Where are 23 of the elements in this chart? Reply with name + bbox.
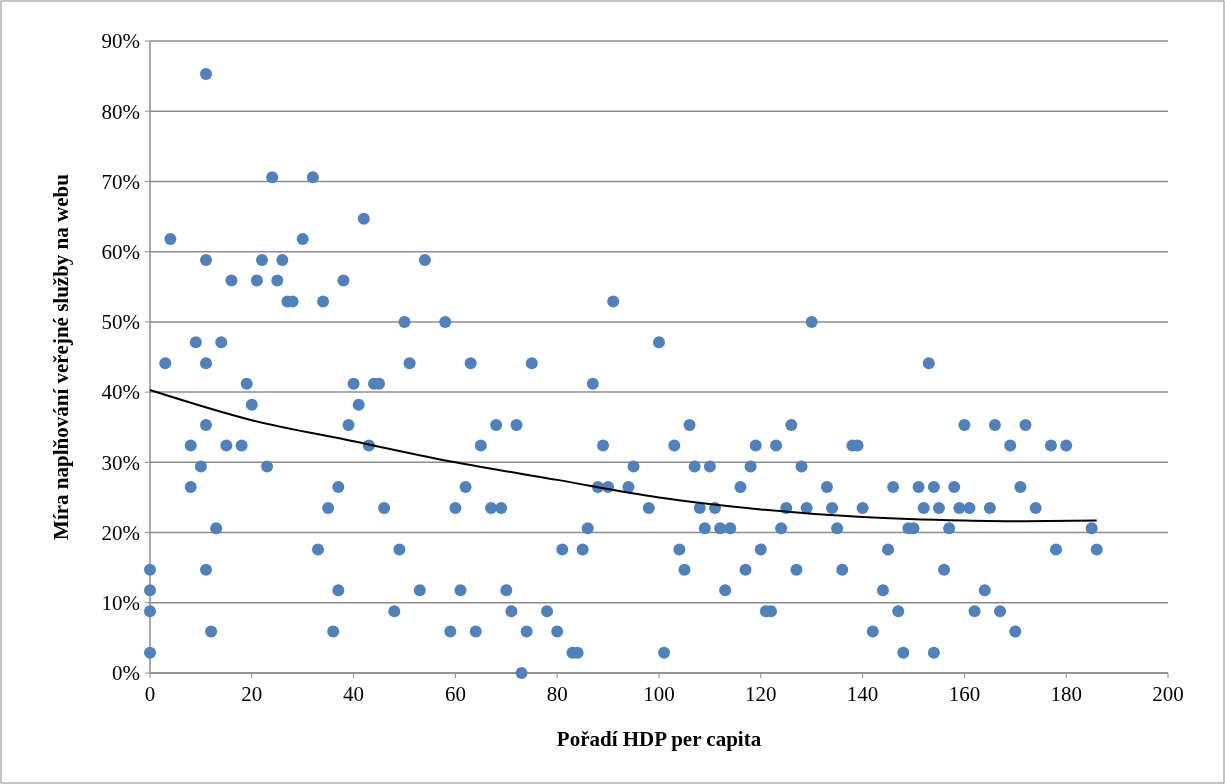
x-tick-label: 120 <box>745 682 777 706</box>
y-tick-label: 0% <box>112 661 140 686</box>
x-tick-label: 0 <box>144 682 156 706</box>
y-tick-label: 80% <box>101 99 140 124</box>
x-tick-label: 160 <box>948 682 981 706</box>
y-tick-label: 30% <box>101 450 140 475</box>
x-tick-label: 20 <box>241 682 263 706</box>
y-tick-label: 40% <box>101 380 140 405</box>
x-axis-title: Pořadí HDP per capita <box>556 727 762 751</box>
x-tick-label: 180 <box>1050 682 1082 706</box>
y-tick-label: 60% <box>101 240 140 265</box>
x-tick-label: 200 <box>1152 682 1184 706</box>
y-axis-title: Míra naplňování veřejné služby na webu <box>49 173 73 540</box>
x-tick-label: 60 <box>444 682 466 706</box>
x-tick-label: 140 <box>846 682 879 706</box>
y-tick-label: 20% <box>101 520 140 545</box>
x-tick-label: 100 <box>643 682 675 706</box>
y-tick-label: 90% <box>101 29 140 54</box>
y-tick-label: 70% <box>101 169 140 194</box>
x-tick-label: 80 <box>546 682 568 706</box>
x-tick-label: 40 <box>343 682 365 706</box>
y-tick-label: 10% <box>101 591 140 616</box>
y-tick-label: 50% <box>101 310 140 335</box>
